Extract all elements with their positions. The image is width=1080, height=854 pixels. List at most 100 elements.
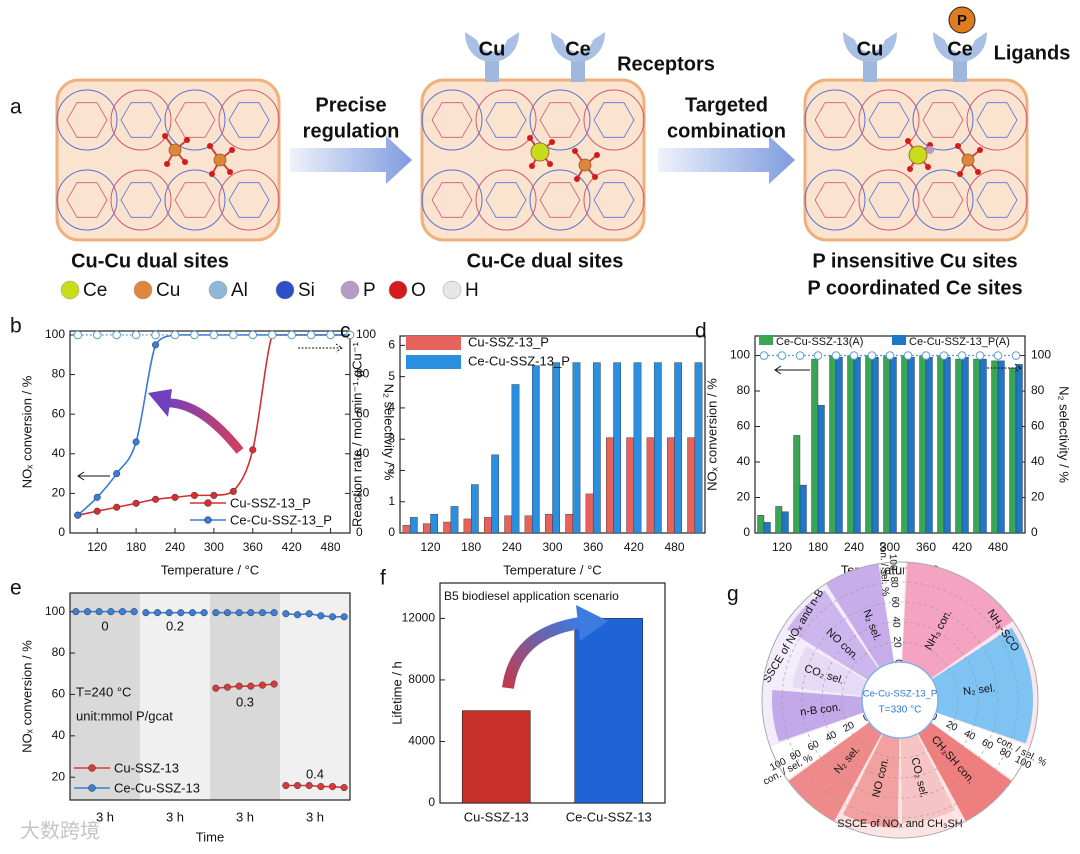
radial-grid <box>821 621 979 779</box>
zeolite-ring <box>922 182 964 218</box>
metal-atom <box>961 153 975 167</box>
zeolite-ring <box>120 182 162 218</box>
data-point <box>177 609 185 617</box>
bar <box>835 357 843 534</box>
data-point <box>1011 351 1021 360</box>
radial-grid <box>781 581 1019 819</box>
sector-label: n-B con. <box>800 701 842 718</box>
zeolite-ring <box>66 182 108 218</box>
segment-annotation: 0 <box>101 618 108 633</box>
receptor-stem <box>485 56 499 82</box>
atom-legend-label: Si <box>298 280 315 301</box>
zeolite-cage <box>110 169 172 231</box>
zeolite-cage <box>56 89 118 151</box>
data-point <box>975 351 985 360</box>
oxygen-atom <box>955 143 961 149</box>
oxygen-atom <box>209 171 215 177</box>
bar <box>666 437 675 534</box>
zeolite-cage <box>583 89 645 151</box>
atom-legend-marker <box>340 280 360 300</box>
y2-axis-title: N₂ selectivity / % <box>382 384 397 481</box>
legend-label: Ce-Cu-SSZ-13_P(A) <box>909 336 1010 348</box>
bar <box>871 357 879 534</box>
trend-arrowhead <box>148 389 172 417</box>
y-tick-label: 2 <box>388 463 395 477</box>
data-point <box>188 609 197 617</box>
zeolite-ring <box>120 102 162 138</box>
legend-swatch <box>892 335 906 345</box>
data-point <box>317 782 325 791</box>
radial-grid <box>841 641 959 759</box>
legend-label: Cu-SSZ-13_P <box>468 334 549 349</box>
zeolite-cage <box>164 169 226 231</box>
data-point <box>270 680 278 688</box>
data-point <box>258 609 267 617</box>
zeolite-cage <box>164 89 226 151</box>
oxygen-atom <box>229 147 235 153</box>
zeolite-ring <box>174 102 216 138</box>
oxygen-atom <box>547 161 553 167</box>
x-tick-label: 3 h <box>306 809 324 824</box>
x-tick-label: 120 <box>87 540 107 554</box>
y2-tick-label: 60 <box>1031 419 1045 433</box>
bar <box>1009 367 1017 534</box>
zeolite-cage <box>56 169 118 231</box>
zeolite-cage <box>804 89 866 151</box>
bar <box>811 358 819 534</box>
legend-swatch <box>406 336 461 350</box>
data-point <box>118 608 127 616</box>
zeolite-cage <box>858 89 920 151</box>
radial-tick-label: 60 <box>889 596 901 608</box>
x-tick-label: 420 <box>624 540 644 554</box>
y2-tick-label: 60 <box>356 406 370 420</box>
y2-tick-label: 100 <box>1031 348 1051 362</box>
sector-label: N₂ sel. <box>963 682 997 698</box>
atom-legend-marker <box>442 280 462 300</box>
receptor-stem <box>953 56 967 82</box>
legend-marker <box>204 516 212 524</box>
y-tick-label: 4000 <box>408 734 435 748</box>
data-point <box>939 351 949 360</box>
zeolite-cage <box>475 169 537 231</box>
y-tick-label: 80 <box>737 383 751 397</box>
y-tick-label: 0 <box>58 525 65 539</box>
bar <box>979 358 987 534</box>
stage-tag: Receptors <box>617 53 715 75</box>
time-segment <box>210 593 280 800</box>
data-point <box>229 330 238 340</box>
bar <box>973 358 981 534</box>
data-point <box>340 784 348 792</box>
bar <box>775 506 783 534</box>
x-tick-label: 300 <box>880 540 900 554</box>
process-label: regulation <box>303 120 400 142</box>
y-tick-label: 80 <box>52 367 66 381</box>
data-point <box>247 609 255 617</box>
legend-label: Ce-Cu-SSZ-13_P <box>468 353 570 368</box>
bar <box>565 514 574 534</box>
data-point <box>328 613 337 621</box>
atom-legend-marker <box>208 280 228 300</box>
zeolite-cage <box>529 89 591 151</box>
zeolite-cage <box>966 169 1028 231</box>
data-point <box>759 351 769 360</box>
zeolite-ring <box>814 102 856 138</box>
axis-pointer <box>987 363 1022 373</box>
sector-bar <box>901 562 1014 679</box>
time-segment <box>70 593 140 800</box>
receptor-cup <box>551 32 605 62</box>
atom-legend-label: P <box>363 280 376 301</box>
radial-tick-label: 80 <box>788 748 803 763</box>
process-label: Precise <box>315 94 386 116</box>
outer-ring <box>761 561 1039 839</box>
zeolite-frame <box>420 78 646 242</box>
bar <box>847 355 855 534</box>
plot-frame <box>69 330 351 534</box>
sector-bar <box>931 627 1034 744</box>
process-label: combination <box>667 120 786 142</box>
data-point <box>200 609 208 617</box>
data-point <box>112 330 121 340</box>
atom-legend-marker <box>275 280 295 300</box>
y-tick-label: 60 <box>52 687 66 701</box>
bar <box>409 517 418 534</box>
x-axis-title: Temperature / °C <box>161 562 259 577</box>
